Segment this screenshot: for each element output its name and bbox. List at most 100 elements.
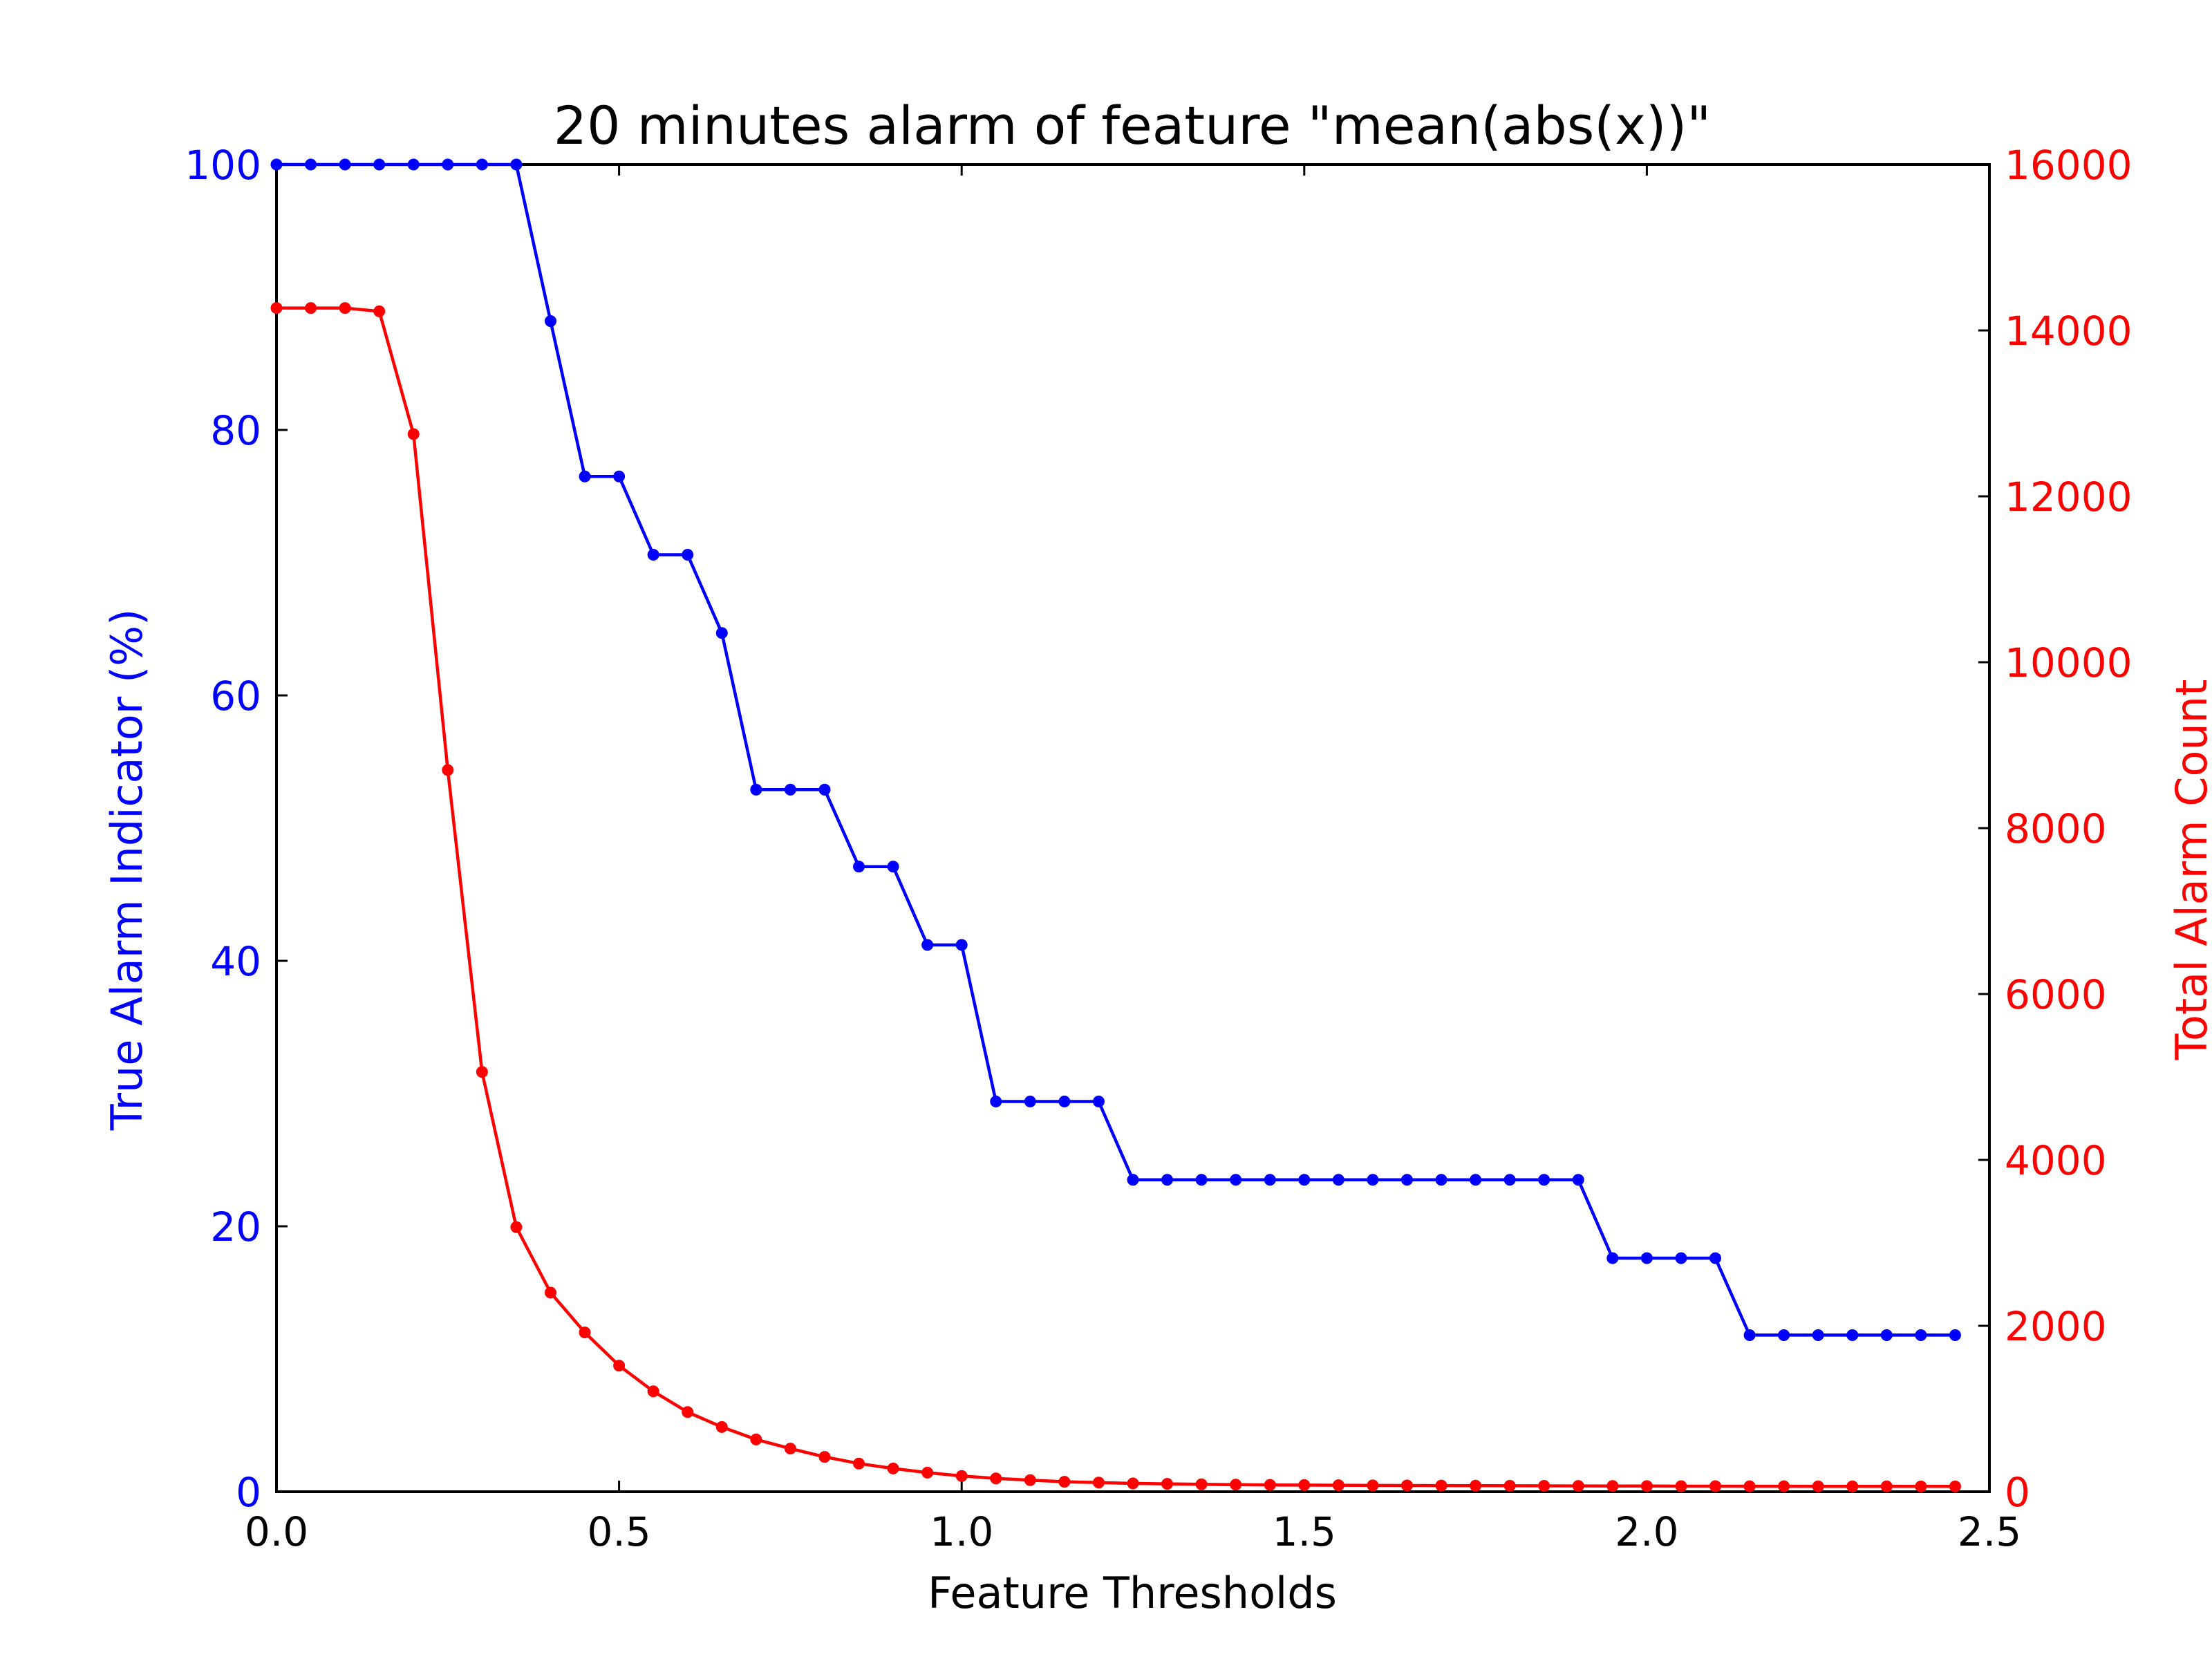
data-point <box>373 158 386 171</box>
data-point <box>1812 1480 1824 1492</box>
data-point <box>1127 1477 1139 1490</box>
data-point <box>990 1096 1002 1108</box>
data-point <box>510 158 523 171</box>
x-tick-label: 1.0 <box>930 1508 993 1555</box>
x-tick-label: 0.0 <box>245 1508 308 1555</box>
data-point <box>682 548 694 561</box>
data-point <box>407 158 420 171</box>
right-tick-label: 4000 <box>2005 1137 2107 1184</box>
data-point <box>442 764 454 776</box>
data-point <box>1298 1174 1311 1186</box>
data-point <box>1949 1480 1961 1492</box>
data-point <box>1024 1474 1036 1486</box>
left-tick-label: 0 <box>236 1469 261 1516</box>
data-point <box>1435 1174 1447 1186</box>
data-point <box>270 302 283 315</box>
left-tick-label: 40 <box>210 938 261 985</box>
data-point <box>407 428 420 440</box>
data-point <box>818 783 831 796</box>
data-point <box>1846 1329 1859 1341</box>
series-line <box>276 306 1956 1488</box>
data-point <box>887 861 899 873</box>
data-point <box>921 939 934 951</box>
right-tick-label: 8000 <box>2005 805 2107 852</box>
data-point <box>1367 1174 1379 1186</box>
data-point <box>305 302 317 315</box>
x-axis-label: Feature Thresholds <box>928 1568 1337 1618</box>
data-point <box>544 315 556 328</box>
data-point <box>955 1470 968 1482</box>
data-point <box>1880 1329 1893 1341</box>
plot-border <box>275 163 1991 1493</box>
data-point <box>1332 1174 1344 1186</box>
data-point <box>1640 1480 1653 1492</box>
data-point <box>921 1466 934 1479</box>
data-point <box>1264 1174 1276 1186</box>
data-point <box>784 1443 796 1455</box>
data-point <box>1709 1252 1722 1264</box>
data-point <box>476 158 488 171</box>
data-point <box>750 783 762 796</box>
data-point <box>1675 1252 1687 1264</box>
series-line <box>276 162 1956 1337</box>
data-point <box>955 939 968 951</box>
data-point <box>1400 1174 1413 1186</box>
data-point <box>1058 1096 1071 1108</box>
chart-title: 20 minutes alarm of feature "mean(abs(x)… <box>554 95 1711 156</box>
data-point <box>339 302 351 315</box>
data-point <box>1435 1479 1447 1492</box>
plot-frame <box>275 163 1991 1493</box>
data-point <box>1230 1174 1242 1186</box>
data-point <box>1058 1476 1071 1488</box>
data-point <box>853 861 865 873</box>
data-point <box>1778 1329 1790 1341</box>
data-point <box>339 158 351 171</box>
data-point <box>1949 1329 1961 1341</box>
data-point <box>647 548 659 561</box>
right-tick-label: 6000 <box>2005 971 2107 1018</box>
right-tick-label: 10000 <box>2005 639 2133 686</box>
x-axis: 0.0 0.5 1.0 1.5 2.0 2.5 <box>245 165 2021 1555</box>
data-point <box>442 158 454 171</box>
data-point <box>544 1286 556 1299</box>
data-point <box>647 1385 659 1398</box>
x-tick-label: 2.5 <box>1958 1508 2021 1555</box>
data-point <box>1915 1480 1927 1492</box>
series-layer <box>270 158 1961 1492</box>
data-point <box>579 1327 591 1339</box>
data-point <box>1572 1480 1584 1492</box>
data-point <box>1778 1480 1790 1492</box>
series-true-alarm-indicator <box>270 158 1961 1341</box>
left-y-axis: 0 20 40 60 80 100 <box>185 142 288 1516</box>
data-point <box>1709 1480 1722 1492</box>
left-tick-label: 100 <box>185 142 261 189</box>
data-point <box>1812 1329 1824 1341</box>
data-point <box>613 1360 626 1372</box>
data-point <box>613 470 626 482</box>
right-tick-label: 0 <box>2005 1469 2030 1516</box>
data-point <box>1024 1096 1036 1108</box>
data-point <box>1743 1329 1756 1341</box>
right-y-axis-label: Total Alarm Count <box>2166 679 2212 1061</box>
data-point <box>1880 1480 1893 1492</box>
data-point <box>1298 1479 1311 1491</box>
x-tick-label: 2.0 <box>1615 1508 1678 1555</box>
data-point <box>887 1462 899 1474</box>
data-point <box>1161 1174 1174 1186</box>
data-point <box>1470 1174 1482 1186</box>
data-point <box>1572 1174 1584 1186</box>
data-point <box>853 1457 865 1470</box>
data-point <box>750 1433 762 1445</box>
left-tick-label: 20 <box>210 1203 261 1250</box>
data-point <box>818 1451 831 1463</box>
data-point <box>1606 1252 1619 1264</box>
data-point <box>1606 1480 1619 1492</box>
data-point <box>1092 1096 1105 1108</box>
left-y-axis-label: True Alarm Indicator (%) <box>102 609 152 1132</box>
data-point <box>990 1472 1002 1485</box>
data-point <box>715 627 728 639</box>
data-point <box>1367 1479 1379 1492</box>
data-point <box>1470 1479 1482 1492</box>
data-point <box>1915 1329 1927 1341</box>
